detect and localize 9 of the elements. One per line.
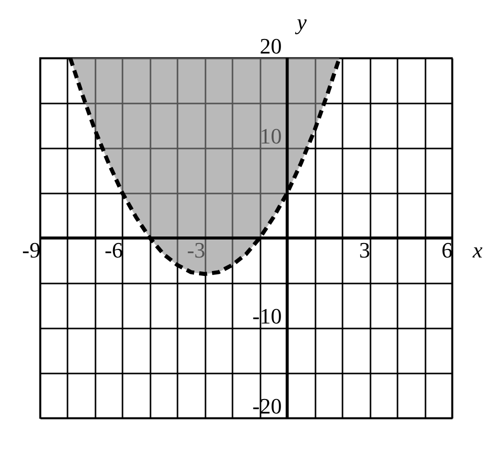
y-tick-label: 20	[260, 34, 282, 58]
x-tick-label: 3	[359, 238, 370, 262]
x-axis-title: x	[472, 238, 483, 262]
x-tick-label: 6	[442, 238, 452, 262]
x-tick-label: -6	[104, 238, 123, 262]
x-tick-label: -3	[186, 238, 206, 262]
y-axis-title: y	[294, 10, 307, 34]
x-tick-label: -9	[22, 238, 40, 262]
y-tick-label: 10	[260, 124, 282, 148]
